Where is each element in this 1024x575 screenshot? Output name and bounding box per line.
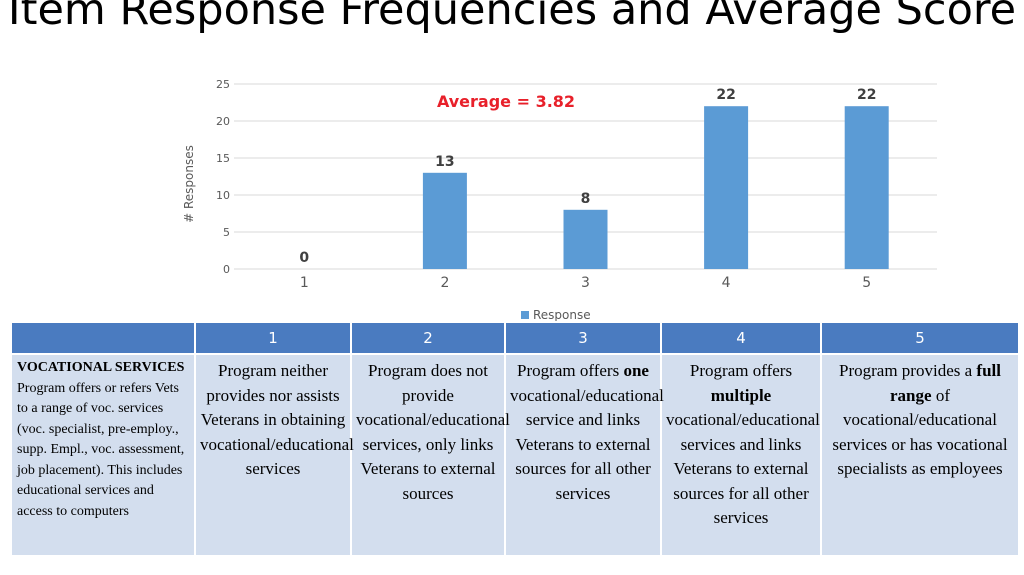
x-tick-label: 1	[300, 275, 309, 291]
rubric-header-1: 1	[194, 321, 352, 355]
bar-value-label: 13	[435, 154, 454, 170]
anchor-3-text-pre: Program offers	[517, 361, 624, 380]
y-tick-label: 10	[216, 189, 230, 202]
item-description: Program offers or refers Vets to a range…	[17, 380, 185, 519]
y-axis-label: # Responses	[182, 145, 196, 223]
y-tick-label: 15	[216, 152, 230, 165]
bar-value-label: 22	[857, 87, 876, 103]
y-tick-label: 5	[223, 226, 230, 239]
anchor-2-text: Program does not provide vocational/educ…	[356, 361, 510, 503]
anchor-4-text-pre: Program offers	[689, 361, 793, 380]
rubric-header-3: 3	[504, 321, 662, 355]
x-axis-ticks: 1 2 3 4 5	[300, 275, 871, 291]
rubric-header-5: 5	[820, 321, 1020, 355]
anchor-4: Program offers multiple vocational/educa…	[660, 353, 822, 557]
rubric-item-cell: VOCATIONAL SERVICES Program offers or re…	[10, 353, 196, 557]
x-tick-label: 3	[581, 275, 590, 291]
rubric-header-item	[10, 321, 196, 355]
anchor-5-text-post: of vocational/educational services or ha…	[832, 385, 1008, 479]
anchor-5-emphasis: full range	[890, 361, 1001, 405]
bar	[704, 106, 749, 269]
x-tick-label: 2	[440, 275, 449, 291]
bar-value-label: 22	[716, 87, 735, 103]
rubric-header-row: 1 2 3 4 5	[10, 321, 1020, 355]
bar	[422, 172, 467, 269]
x-tick-label: 4	[722, 275, 731, 291]
rubric-header-4: 4	[660, 321, 822, 355]
legend-swatch	[521, 311, 529, 319]
anchor-3-text-post: vocational/educational service and links…	[510, 385, 664, 503]
y-tick-label: 25	[216, 78, 230, 91]
anchor-3: Program offers one vocational/educationa…	[504, 353, 664, 557]
item-title: VOCATIONAL SERVICES	[17, 360, 185, 375]
slide-title: Item Response Frequencies and Average Sc…	[7, 0, 1017, 35]
bar	[563, 209, 608, 269]
anchor-4-text-post: vocational/educational services and link…	[666, 410, 820, 527]
y-axis-ticks: 0 5 10 15 20 25	[216, 78, 230, 276]
anchor-3-emphasis: one	[623, 361, 649, 380]
bar-chart: 0 5 10 15 20 25 0 13 8 22 22 1 2 3 4 5 # Responses Av…	[182, 78, 937, 322]
anchor-1-text: Program neither provides nor assists Vet…	[200, 361, 354, 478]
anchor-1: Program neither provides nor assists Vet…	[194, 353, 354, 557]
y-tick-label: 20	[216, 115, 230, 128]
average-annotation: Average = 3.82	[437, 92, 575, 111]
legend-label: Response	[533, 308, 591, 322]
y-tick-label: 0	[223, 263, 230, 276]
bar-value-label: 0	[299, 250, 309, 266]
bar-data-labels: 0 13 8 22 22	[299, 87, 876, 266]
rubric-header-2: 2	[350, 321, 506, 355]
x-tick-label: 5	[862, 275, 871, 291]
anchor-5-text-pre: Program provides a	[839, 361, 977, 380]
rubric-table: 1 2 3 4 5 VOCATIONAL SERVICES Program of…	[10, 321, 1020, 557]
anchor-2: Program does not provide vocational/educ…	[350, 353, 510, 557]
chart-legend: Response	[521, 308, 591, 322]
chart-bars	[422, 106, 889, 269]
bar-value-label: 8	[581, 191, 591, 207]
anchor-5: Program provides a full range of vocatio…	[820, 353, 1020, 557]
rubric-row: VOCATIONAL SERVICES Program offers or re…	[10, 353, 1020, 557]
bar	[844, 106, 889, 269]
anchor-4-emphasis: multiple	[710, 385, 772, 405]
